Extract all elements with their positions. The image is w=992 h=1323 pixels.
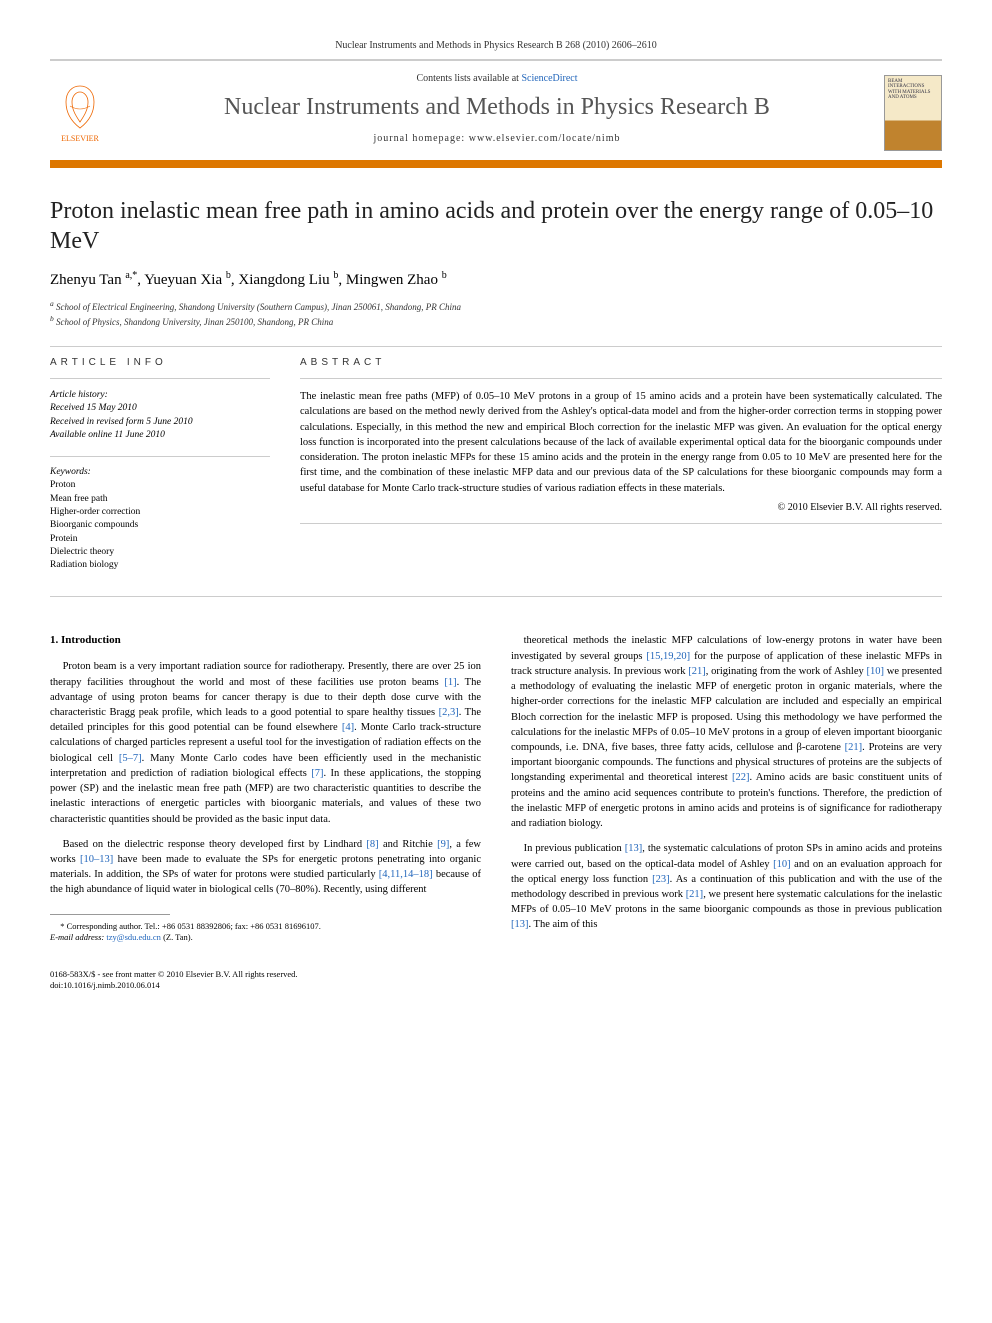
body-paragraph: Proton beam is a very important radiatio… (50, 659, 481, 826)
keyword: Radiation biology (50, 559, 270, 572)
divider (50, 596, 942, 597)
corresponding-author-footnote: * Corresponding author. Tel.: +86 0531 8… (50, 921, 481, 943)
citation-ref[interactable]: [4,11,14–18] (379, 869, 433, 880)
abstract-text: The inelastic mean free paths (MFP) of 0… (300, 389, 942, 496)
publisher-logo: ELSEVIER (50, 77, 110, 149)
citation-ref[interactable]: [7] (311, 768, 323, 779)
citation-ref[interactable]: [21] (686, 889, 704, 900)
citation-ref[interactable]: [10] (867, 666, 885, 677)
journal-reference: Nuclear Instruments and Methods in Physi… (50, 40, 942, 51)
author: Xiangdong Liu b (238, 272, 338, 288)
body-paragraph: theoretical methods the inelastic MFP ca… (511, 633, 942, 831)
journal-name: Nuclear Instruments and Methods in Physi… (126, 94, 868, 121)
abstract-block: ABSTRACT The inelastic mean free paths (… (300, 357, 942, 572)
citation-ref[interactable]: [13] (511, 919, 529, 930)
keyword: Protein (50, 533, 270, 546)
journal-cover-thumbnail: BEAM INTERACTIONS WITH MATERIALS AND ATO… (884, 75, 942, 151)
body-paragraph: Based on the dielectric response theory … (50, 837, 481, 898)
affiliations: a School of Electrical Engineering, Shan… (50, 299, 942, 328)
body-column-right: theoretical methods the inelastic MFP ca… (511, 633, 942, 952)
article-title: Proton inelastic mean free path in amino… (50, 196, 942, 256)
citation-ref[interactable]: [10–13] (80, 854, 113, 865)
history-line: Received 15 May 2010 (50, 402, 270, 415)
keyword: Mean free path (50, 493, 270, 506)
keywords-label: Keywords: (50, 467, 270, 477)
citation-ref[interactable]: [8] (366, 839, 378, 850)
sciencedirect-link[interactable]: ScienceDirect (521, 73, 577, 84)
keyword: Higher-order correction (50, 506, 270, 519)
article-history: Article history: Received 15 May 2010Rec… (50, 389, 270, 442)
author: Zhenyu Tan a,* (50, 272, 137, 288)
body-column-left: 1. Introduction Proton beam is a very im… (50, 633, 481, 952)
author: Yueyuan Xia b (144, 272, 231, 288)
body-paragraph: In previous publication [13], the system… (511, 841, 942, 932)
masthead: ELSEVIER Contents lists available at Sci… (50, 59, 942, 168)
citation-ref[interactable]: [2,3] (439, 707, 459, 718)
citation-ref[interactable]: [10] (773, 859, 791, 870)
email-link[interactable]: tzy@sdu.edu.cn (106, 932, 161, 942)
citation-ref[interactable]: [22] (732, 772, 750, 783)
keyword: Bioorganic compounds (50, 519, 270, 532)
citation-ref[interactable]: [13] (625, 843, 643, 854)
divider (300, 378, 942, 379)
divider (50, 456, 270, 457)
citation-ref[interactable]: [4] (342, 722, 354, 733)
affiliation: b School of Physics, Shandong University… (50, 314, 942, 329)
author: Mingwen Zhao b (346, 272, 447, 288)
contents-list-label: Contents lists available at ScienceDirec… (126, 73, 868, 84)
history-line: Available online 11 June 2010 (50, 429, 270, 442)
citation-ref[interactable]: [15,19,20] (646, 651, 690, 662)
article-info-block: ARTICLE INFO Article history: Received 1… (50, 357, 270, 572)
publisher-name: ELSEVIER (61, 134, 99, 143)
body-columns: 1. Introduction Proton beam is a very im… (50, 633, 942, 952)
article-info-heading: ARTICLE INFO (50, 357, 270, 368)
abstract-copyright: © 2010 Elsevier B.V. All rights reserved… (300, 502, 942, 513)
footnote-separator (50, 914, 170, 915)
keyword: Proton (50, 479, 270, 492)
citation-ref[interactable]: [9] (437, 839, 449, 850)
abstract-heading: ABSTRACT (300, 357, 942, 368)
citation-ref[interactable]: [21] (688, 666, 706, 677)
homepage-url[interactable]: www.elsevier.com/locate/nimb (469, 133, 621, 144)
citation-ref[interactable]: [21] (845, 742, 863, 753)
keywords-list: ProtonMean free pathHigher-order correct… (50, 479, 270, 572)
divider (50, 378, 270, 379)
citation-ref[interactable]: [5–7] (119, 753, 142, 764)
section-heading: 1. Introduction (50, 633, 481, 649)
page-footer: 0168-583X/$ - see front matter © 2010 El… (50, 969, 942, 991)
author-list: Zhenyu Tan a,*, Yueyuan Xia b, Xiangdong… (50, 270, 942, 289)
affiliation: a School of Electrical Engineering, Shan… (50, 299, 942, 314)
keyword: Dielectric theory (50, 546, 270, 559)
history-line: Received in revised form 5 June 2010 (50, 416, 270, 429)
citation-ref[interactable]: [1] (444, 677, 456, 688)
citation-ref[interactable]: [23] (652, 874, 670, 885)
divider (300, 523, 942, 524)
divider (50, 346, 942, 347)
journal-homepage: journal homepage: www.elsevier.com/locat… (126, 133, 868, 144)
